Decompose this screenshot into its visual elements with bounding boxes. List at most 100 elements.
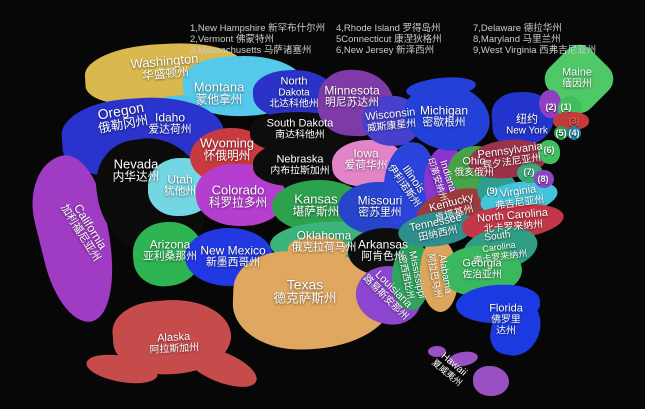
legend-item: 3,Massachusetts 马萨诸塞州 <box>190 45 312 56</box>
legend-column: 7,Delaware 德拉华州 8,Maryland 马里兰州 9,West Vir… <box>473 23 596 56</box>
state-north-dakota-label-line: Dakota <box>278 87 310 99</box>
state-maine-label-line: Maine <box>562 66 592 79</box>
state-nevada-label: Nevada 内华达州 <box>112 156 160 185</box>
state-nebraska-label: Nebraska 内布拉斯加州 <box>270 153 330 178</box>
state-colorado-label-line: Colorado <box>211 182 265 198</box>
state-iowa-label-line: Iowa <box>353 146 379 161</box>
state-florida-label-line: Florida <box>489 302 523 315</box>
state-maine-label-line: 缅因州 <box>562 78 592 90</box>
state-new-mexico-label: New Mexico 新墨西哥州 <box>200 243 266 270</box>
state-south-dakota-label-line: South Dakota <box>266 117 334 130</box>
state-arkansas-label-line: Arkansas <box>357 237 409 252</box>
state-texas-label: Texas 德克萨斯州 <box>273 276 337 307</box>
state-north-dakota-label: North Dakota 北达科他州 <box>269 75 319 109</box>
state-new-mexico-label-line: 新墨西哥州 <box>206 256 260 269</box>
marker-massachusetts: (3) <box>568 116 580 126</box>
state-arizona-label: Arizona 亚利桑那州 <box>143 237 197 264</box>
legend-column: 4,Rhode Island 罗得岛州 5Connecticut 康涅狄格州 6,N… <box>336 23 442 56</box>
state-florida-label: Florida 佛罗里 达州 <box>489 302 523 336</box>
state-idaho-label: Idaho 爱达荷州 <box>148 110 192 137</box>
state-vermont-shape <box>539 90 561 118</box>
state-florida-label-line: 佛罗里 <box>491 314 521 326</box>
state-minnesota-label-line: Minnesota <box>324 83 380 98</box>
state-kansas-label-line: Kansas <box>294 191 338 207</box>
state-missouri-label: Missouri 密苏里州 <box>357 193 403 220</box>
state-wyoming-label: Wyoming 怀俄明州 <box>199 135 255 164</box>
state-florida-label-line: 达州 <box>496 324 516 336</box>
state-new-york-label-line: New York <box>506 125 548 137</box>
state-michigan-label: Michigan 密歇根州 <box>419 103 469 130</box>
state-iowa-label-line: 爱荷华州 <box>344 159 388 172</box>
state-new-jersey-shape <box>538 140 560 164</box>
state-kansas-label-line: 堪萨斯州 <box>292 205 340 219</box>
state-nebraska-label-line: 内布拉斯加州 <box>270 165 330 177</box>
state-texas-label-line: Texas <box>286 276 324 293</box>
state-michigan-label-line: 密歇根州 <box>422 116 466 129</box>
state-montana-label: Montana 蒙他拿州 <box>193 79 245 108</box>
state-arkansas-label: Arkansas 阿肯色州 <box>357 237 409 264</box>
marker-rhode-island: (4) <box>568 128 580 138</box>
state-ohio-label-line: Ohio <box>462 155 486 168</box>
legend-item: 5Connecticut 康涅狄格州 <box>336 34 442 45</box>
state-oklahoma-label-line: 俄克拉荷马州 <box>291 241 357 254</box>
state-georgia-label-line: 佐治亚州 <box>462 269 502 281</box>
state-missouri-label-line: Missouri <box>357 193 403 208</box>
state-wyoming-label-line: Wyoming <box>199 135 255 151</box>
state-nevada-label-line: 内华达州 <box>112 170 160 184</box>
state-nevada-label-line: Nevada <box>113 156 159 172</box>
state-idaho-label-line: 爱达荷州 <box>148 123 192 136</box>
state-iowa-label: Iowa 爱荷华州 <box>344 146 388 173</box>
marker-new-jersey: (6) <box>543 145 555 155</box>
state-south-dakota-label-line: 南达科他州 <box>275 129 325 141</box>
state-new-york-label: 纽约 New York <box>506 113 548 138</box>
state-hawaii-shape <box>473 366 509 396</box>
state-montana-label-line: 蒙他拿州 <box>195 93 243 107</box>
marker-maryland: (8) <box>537 174 549 184</box>
state-ohio-label-line: 俄亥俄州 <box>454 167 494 179</box>
state-rhode-island-shape <box>567 126 581 140</box>
legend-item: 4,Rhode Island 罗得岛州 <box>336 23 441 34</box>
state-colorado-label: Colorado 科罗拉多州 <box>209 182 267 211</box>
state-kansas-label: Kansas 堪萨斯州 <box>292 191 340 220</box>
state-minnesota-label: Minnesota 明尼苏达州 <box>324 83 380 110</box>
state-ohio-label: Ohio 俄亥俄州 <box>454 155 494 180</box>
state-nebraska-label-line: Nebraska <box>276 153 324 166</box>
marker-vermont: (2) <box>545 102 557 112</box>
state-montana-label-line: Montana <box>193 79 245 95</box>
legend-item: 1,New Hampshire 新罕布什尔州 <box>190 23 326 34</box>
state-new-mexico-label-line: New Mexico <box>200 243 266 258</box>
state-massachusetts-shape <box>553 112 589 130</box>
state-georgia-label-line: Georgia <box>462 257 502 270</box>
marker-delaware: (7) <box>523 167 535 177</box>
state-michigan-label-line: Michigan <box>419 103 469 118</box>
legend-item: 9,West Virginia 西弗吉尼亚州 <box>473 45 597 56</box>
state-hawaii-shape <box>428 346 446 357</box>
state-alaska-label: Alaska 阿拉斯加州 <box>149 331 200 356</box>
state-wyoming-label-line: 怀俄明州 <box>203 149 251 163</box>
state-idaho-label-line: Idaho <box>154 110 186 125</box>
state-utah-label: Utah 犹他州 <box>164 172 196 199</box>
state-north-dakota-label-line: North <box>280 75 308 88</box>
state-texas-shape <box>288 236 348 264</box>
legend-item: 2,Vermont 佛蒙特州 <box>190 34 274 45</box>
state-georgia-label: Georgia 佐治亚州 <box>462 257 502 282</box>
legend-item: 6,New Jersey 新泽西州 <box>336 45 435 56</box>
state-arkansas-label-line: 阿肯色州 <box>361 250 405 263</box>
marker-connecticut: (5) <box>555 128 567 138</box>
state-oklahoma-label: Oklahoma 俄克拉荷马州 <box>291 228 357 255</box>
legend-item: 8,Maryland 马里兰州 <box>473 34 561 45</box>
legend-item: 7,Delaware 德拉华州 <box>473 23 562 34</box>
state-north-dakota-label-line: 北达科他州 <box>269 97 319 109</box>
state-south-dakota-label: South Dakota 南达科他州 <box>266 117 334 142</box>
state-utah-label-line: Utah <box>167 172 193 187</box>
state-arizona-label-line: Arizona <box>149 237 191 252</box>
state-arizona-label-line: 亚利桑那州 <box>143 250 197 263</box>
state-maryland-shape <box>534 170 554 188</box>
state-oklahoma-label-line: Oklahoma <box>296 228 352 243</box>
state-texas-label-line: 德克萨斯州 <box>273 291 337 306</box>
state-new-york-label-line: 纽约 <box>516 113 538 126</box>
state-minnesota-label-line: 明尼苏达州 <box>325 96 379 109</box>
state-connecticut-shape <box>554 126 568 140</box>
marker-new-hampshire: (1) <box>560 102 572 112</box>
